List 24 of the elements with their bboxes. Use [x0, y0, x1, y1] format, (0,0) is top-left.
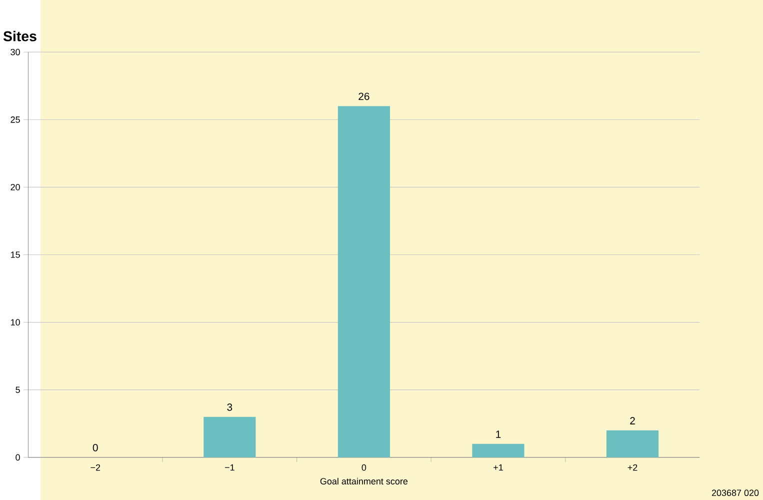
x-tick-label: 0: [362, 464, 366, 471]
x-axis-title: Goal attainment score: [320, 478, 408, 484]
text: 203687 020: [712, 490, 759, 496]
data-label: 2: [630, 417, 635, 424]
data-label: 1: [496, 430, 501, 438]
x-tick-label: −1: [224, 464, 234, 471]
y-tick-label: 10: [10, 319, 20, 326]
bar: [204, 416, 256, 458]
y-tick-label: 5: [16, 386, 20, 393]
data-label: 3: [227, 403, 232, 411]
y-tick-label: 25: [10, 116, 20, 123]
x-tick-label: +2: [628, 464, 638, 471]
data-label: 0: [92, 444, 98, 452]
y-tick-label: 0: [16, 454, 20, 461]
bar: [338, 106, 390, 458]
y-tick-label: 20: [10, 184, 20, 190]
y-tick-label: 15: [10, 252, 20, 258]
y-tick-label: 30: [10, 48, 20, 56]
bar: [606, 430, 659, 458]
bar: [472, 444, 524, 458]
data-label: 26: [358, 92, 370, 100]
x-tick-label: +1: [494, 464, 503, 471]
x-tick-label: −2: [90, 464, 100, 471]
y-axis-title: Sites: [3, 30, 36, 42]
